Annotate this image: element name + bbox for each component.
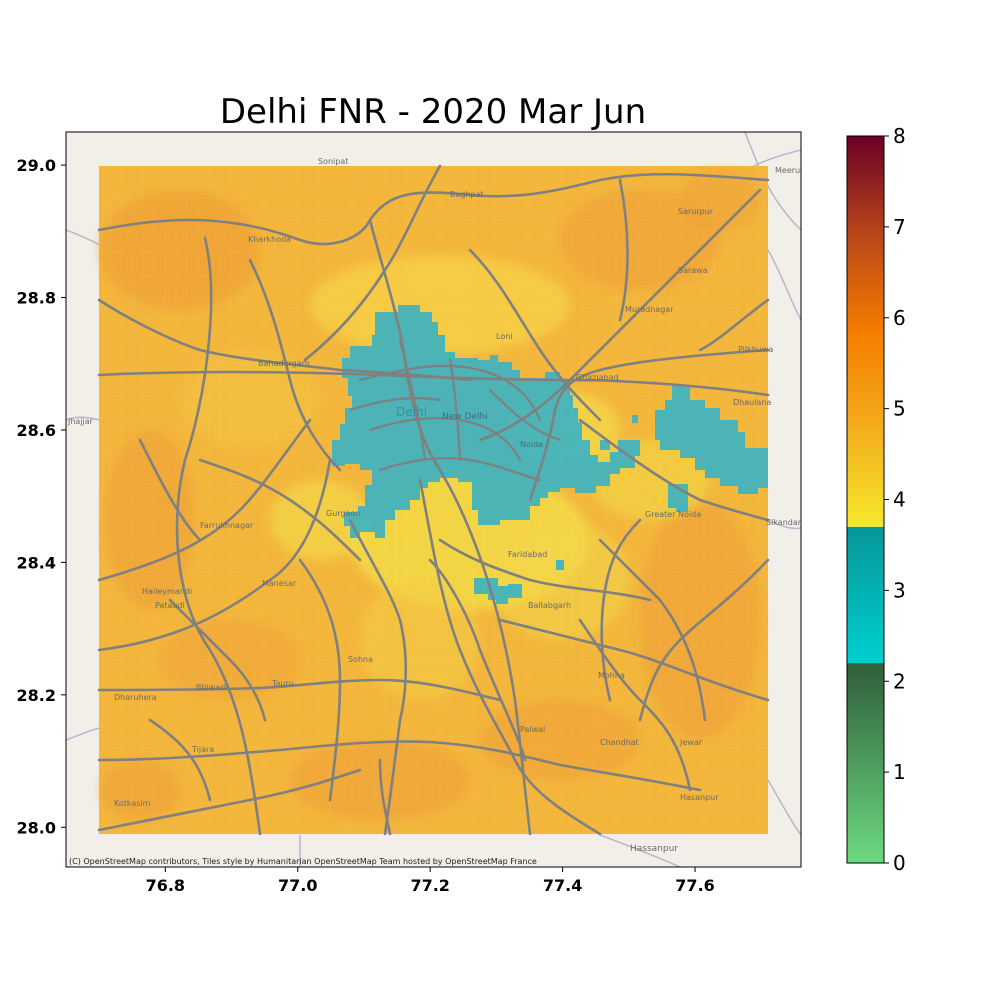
- y-tick-label: 28.0: [17, 818, 56, 837]
- colorbar-tick-label: 7: [893, 215, 906, 239]
- place-label: Baghpat: [450, 190, 484, 199]
- road-network: [97, 164, 770, 836]
- place-label: New Delhi: [442, 412, 488, 422]
- place-label: Gurgaon: [326, 509, 360, 518]
- place-label: Bahadurgarh: [258, 359, 310, 368]
- place-label: Dhaulana: [733, 398, 771, 407]
- place-label: Sarawa: [678, 266, 708, 275]
- place-label: Haileymandi: [142, 587, 192, 596]
- place-label: Meerut: [775, 166, 803, 175]
- place-label: Muradnagar: [625, 305, 674, 314]
- y-tick-label: 28.2: [17, 686, 56, 705]
- place-label: Delhi: [396, 405, 427, 419]
- colorbar-tick-label: 8: [893, 124, 906, 148]
- map-attribution: (C) OpenStreetMap contributors, Tiles st…: [69, 857, 537, 866]
- colorbar-tick-label: 2: [893, 669, 906, 693]
- place-label: Noida: [520, 440, 543, 449]
- colorbar-tick-label: 4: [893, 488, 906, 512]
- place-label: Ghaziabad: [576, 373, 619, 382]
- place-label: Sonipat: [318, 157, 348, 166]
- map-axes-frame: [65, 131, 802, 868]
- place-label: Manesar: [262, 579, 297, 588]
- y-tick-label: 29.0: [17, 156, 56, 175]
- place-label: Kharkhoda: [248, 235, 291, 244]
- place-label: Chandhat: [600, 738, 639, 747]
- y-axis: 28.0 28.2 28.4 28.6 28.8 29.0: [17, 156, 66, 837]
- place-label: Greater Noida: [645, 510, 701, 519]
- colorbar-segment: [847, 526, 884, 664]
- y-tick-label: 28.8: [17, 289, 56, 308]
- y-tick-label: 28.6: [17, 421, 56, 440]
- colorbar-tick-label: 1: [893, 760, 906, 784]
- place-labels: Sonipat Baghpat Meerut Kharkhoda Sarurpu…: [67, 157, 821, 854]
- place-label: Sarurpur: [678, 207, 714, 216]
- place-label: Sohna: [348, 655, 373, 664]
- x-tick-label: 76.8: [146, 876, 185, 895]
- colorbar-tick-label: 0: [893, 851, 906, 875]
- place-label: Pataudi: [155, 601, 185, 610]
- place-label: Kotkasim: [114, 799, 151, 808]
- colorbar-ticks: 0 1 2 3 4 5 6 7 8: [884, 124, 906, 875]
- place-label: Dharuhera: [114, 693, 157, 702]
- city-roads: [348, 338, 562, 482]
- colorbar-body: [847, 136, 884, 863]
- colorbar-tick-label: 5: [893, 397, 906, 421]
- place-label: Ballabgarh: [528, 601, 571, 610]
- place-label: Farrukhnagar: [200, 521, 254, 530]
- place-label: Palwal: [520, 725, 545, 734]
- place-label: Hasanpur: [680, 793, 719, 802]
- x-tick-label: 77.2: [410, 876, 449, 895]
- place-label: Mohna: [598, 671, 625, 680]
- x-axis: 76.8 77.0 77.2 77.4 77.6: [146, 867, 715, 895]
- place-label: Loni: [496, 332, 513, 341]
- place-label: Pilkhuwa: [738, 345, 773, 354]
- place-label: Hassanpur: [630, 844, 678, 854]
- x-tick-label: 77.0: [278, 876, 317, 895]
- place-label: Tijara: [191, 745, 214, 754]
- y-tick-label: 28.4: [17, 553, 56, 572]
- place-label: Jhajjar: [67, 417, 94, 426]
- colorbar-segment: [847, 663, 884, 863]
- place-label: Tauru: [271, 679, 294, 688]
- colorbar-segment: [847, 136, 884, 527]
- place-label: Jewar: [679, 738, 703, 747]
- colorbar-tick-label: 3: [893, 578, 906, 602]
- place-label: Sikandarabad: [766, 518, 821, 527]
- place-label: Faridabad: [508, 550, 547, 559]
- x-tick-label: 77.6: [675, 876, 714, 895]
- colorbar-tick-label: 6: [893, 306, 906, 330]
- colorbar: 0 1 2 3 4 5 6 7 8: [846, 124, 906, 875]
- x-tick-label: 77.4: [543, 876, 582, 895]
- place-label: Bhiwadi: [196, 683, 228, 692]
- map-title: Delhi FNR - 2020 Mar Jun: [220, 92, 646, 132]
- map-axes: Sonipat Baghpat Meerut Kharkhoda Sarurpu…: [66, 132, 821, 867]
